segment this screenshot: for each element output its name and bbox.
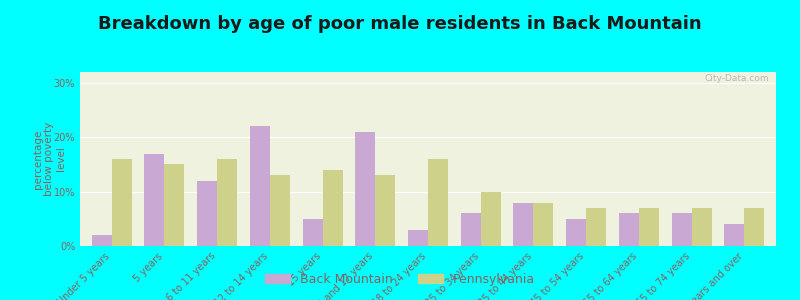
Bar [514,202,534,246]
Bar [724,224,744,246]
Bar [92,235,112,246]
Bar [217,159,237,246]
Bar [586,208,606,246]
Bar [270,175,290,246]
Bar [461,213,481,246]
Bar [692,208,712,246]
Bar [672,213,692,246]
Bar [408,230,428,246]
Bar [428,159,448,246]
Bar [197,181,217,246]
Bar [112,159,132,246]
Text: City-Data.com: City-Data.com [705,74,769,83]
Bar [566,219,586,246]
Bar [250,126,270,246]
Bar [355,132,375,246]
Text: Breakdown by age of poor male residents in Back Mountain: Breakdown by age of poor male residents … [98,15,702,33]
Bar [481,192,501,246]
Bar [639,208,659,246]
Bar [744,208,765,246]
Bar [534,202,554,246]
Bar [302,219,322,246]
Bar [164,164,184,246]
Bar [619,213,639,246]
Bar [144,154,164,246]
Y-axis label: percentage
below poverty
level: percentage below poverty level [33,122,66,196]
Bar [375,175,395,246]
Legend: Back Mountain, Pennsylvania: Back Mountain, Pennsylvania [260,268,540,291]
Bar [322,170,342,246]
